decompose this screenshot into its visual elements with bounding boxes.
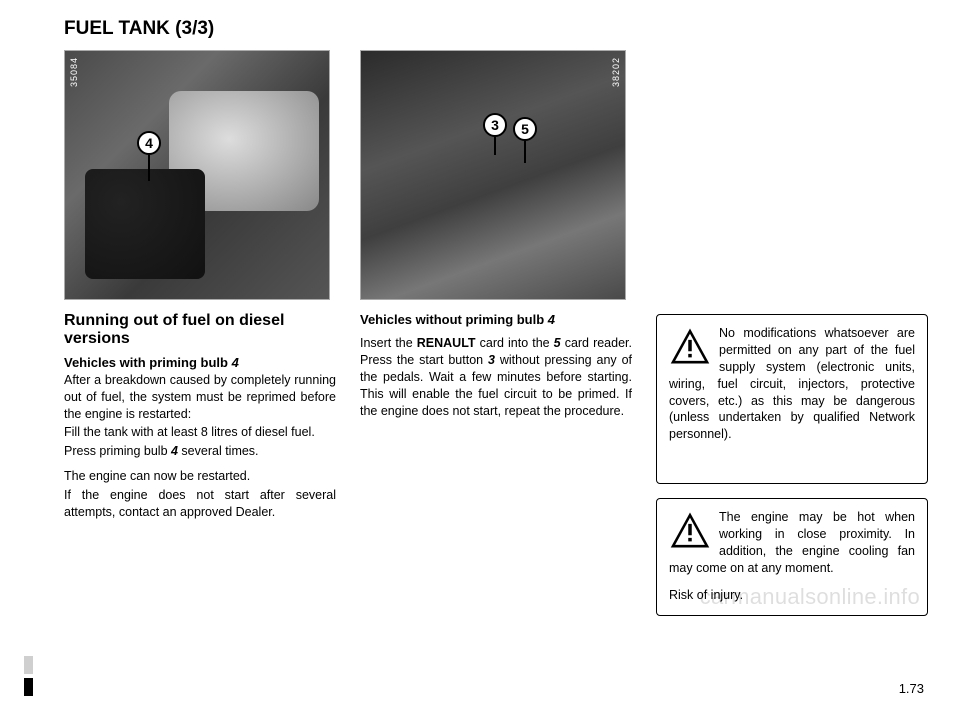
- callout-4: 4: [137, 131, 161, 155]
- column-left: 35084 4 Running out of fuel on diesel ve…: [64, 50, 336, 616]
- left-body-1a: After a breakdown caused by completely r…: [64, 372, 336, 423]
- callout-3-leader: [494, 137, 496, 155]
- mid-body-a: Insert the: [360, 336, 417, 350]
- manual-page: FUEL TANK (3/3) 35084 4 Running out of f…: [0, 0, 960, 710]
- para-head-with-bulb-num: 4: [232, 355, 239, 370]
- callout-5-leader: [524, 141, 526, 163]
- left-body-1c-a: Press priming bulb: [64, 444, 171, 458]
- callout-4-leader: [148, 155, 150, 181]
- photo-placeholder-art: [65, 51, 329, 299]
- callout-5: 5: [513, 117, 537, 141]
- left-body-2a: The engine can now be restarted.: [64, 468, 336, 485]
- mid-body-brand: RENAULT: [417, 336, 476, 350]
- left-body-1c-b: several times.: [178, 444, 259, 458]
- right-spacer: [656, 50, 928, 300]
- warning-box-hot-engine: The engine may be hot when working in cl…: [656, 498, 928, 616]
- content-columns: 35084 4 Running out of fuel on diesel ve…: [64, 50, 928, 616]
- warning-icon: [669, 509, 711, 551]
- callout-3: 3: [483, 113, 507, 137]
- page-number: 1.73: [899, 681, 924, 696]
- para-head-without-bulb: Vehicles without priming bulb 4: [360, 312, 632, 327]
- warning-icon: [669, 325, 711, 367]
- left-body-1c-num: 4: [171, 444, 178, 458]
- left-body-1b: Fill the tank with at least 8 litres of …: [64, 424, 336, 441]
- mid-body-num3: 3: [488, 353, 495, 367]
- subhead-running-out: Running out of fuel on diesel versions: [64, 312, 336, 349]
- para-head-with-bulb: Vehicles with priming bulb 4: [64, 355, 336, 370]
- photo-id-left: 35084: [69, 57, 79, 87]
- warning-2b-text: Risk of injury.: [669, 587, 915, 604]
- warning-box-modifications: No modifications whatsoever are permitte…: [656, 314, 928, 484]
- mid-body: Insert the RENAULT card into the 5 card …: [360, 335, 632, 419]
- photo-engine-bay: 35084 4: [64, 50, 330, 300]
- mid-body-b: card into the: [476, 336, 554, 350]
- para-head-without-bulb-text: Vehicles without priming bulb: [360, 312, 548, 327]
- column-middle: 38202 3 5 Vehicles without priming bulb …: [360, 50, 632, 616]
- reg-mark-light: [24, 656, 33, 674]
- reg-mark-dark: [24, 678, 33, 696]
- page-title: FUEL TANK (3/3): [64, 18, 928, 40]
- photo-interior: 38202 3 5: [360, 50, 626, 300]
- left-body-1c: Press priming bulb 4 several times.: [64, 443, 336, 460]
- column-right: No modifications whatsoever are permitte…: [656, 50, 928, 616]
- mid-body-num5: 5: [554, 336, 561, 350]
- para-head-with-bulb-text: Vehicles with priming bulb: [64, 355, 232, 370]
- registration-marks: [24, 656, 42, 696]
- photo-id-mid: 38202: [611, 57, 621, 87]
- left-body-2b: If the engine does not start after sever…: [64, 487, 336, 521]
- para-head-without-bulb-num: 4: [548, 312, 555, 327]
